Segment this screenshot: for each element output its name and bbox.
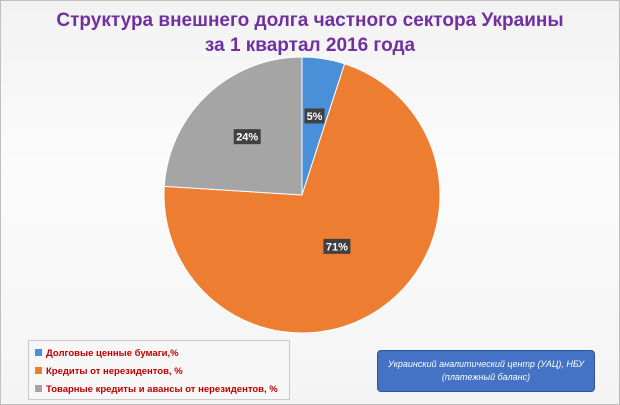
- chart-title: Структура внешнего долга частного сектор…: [0, 8, 620, 58]
- legend-swatch-blue: [35, 348, 42, 356]
- source-line1: Украинский аналитический центр (УАЦ), НБ…: [387, 359, 584, 369]
- source-box: Украинский аналитический центр (УАЦ), НБ…: [377, 350, 595, 392]
- legend: Долговые ценные бумаги,% Кредиты от нере…: [28, 340, 290, 400]
- pie-slice-trade-credits: [163, 56, 303, 196]
- legend-item-trade-credits: Товарные кредиты и авансы от нерезиденто…: [35, 384, 278, 398]
- pie-label-debt-securities: 5%: [304, 108, 325, 124]
- source-line2: (платежный баланс): [441, 372, 531, 382]
- pie-label-text: 71%: [326, 241, 348, 253]
- pie-label-box: [304, 108, 325, 124]
- pie-label-text: 5%: [307, 111, 323, 123]
- legend-label-debt-securities: Долговые ценные бумаги,%: [46, 348, 179, 359]
- chart-title-line1: Структура внешнего долга частного сектор…: [56, 10, 564, 31]
- pie-label-text: 24%: [236, 132, 258, 144]
- pie-label-loans: 71%: [323, 238, 351, 254]
- legend-item-loans: Кредиты от нерезидентов, %: [35, 366, 183, 380]
- legend-swatch-gray: [35, 384, 42, 392]
- legend-item-debt-securities: Долговые ценные бумаги,%: [35, 348, 179, 362]
- pie-label-trade-credits: 24%: [233, 129, 261, 145]
- pie-label-box: [323, 238, 351, 254]
- pie-label-box: [233, 129, 261, 145]
- pie-slice-loans: [163, 63, 441, 334]
- legend-label-trade-credits: Товарные кредиты и авансы от нерезиденто…: [46, 384, 278, 395]
- legend-swatch-orange: [35, 366, 42, 374]
- legend-label-loans: Кредиты от нерезидентов, %: [46, 366, 183, 377]
- chart-title-line2: за 1 квартал 2016 года: [204, 35, 416, 56]
